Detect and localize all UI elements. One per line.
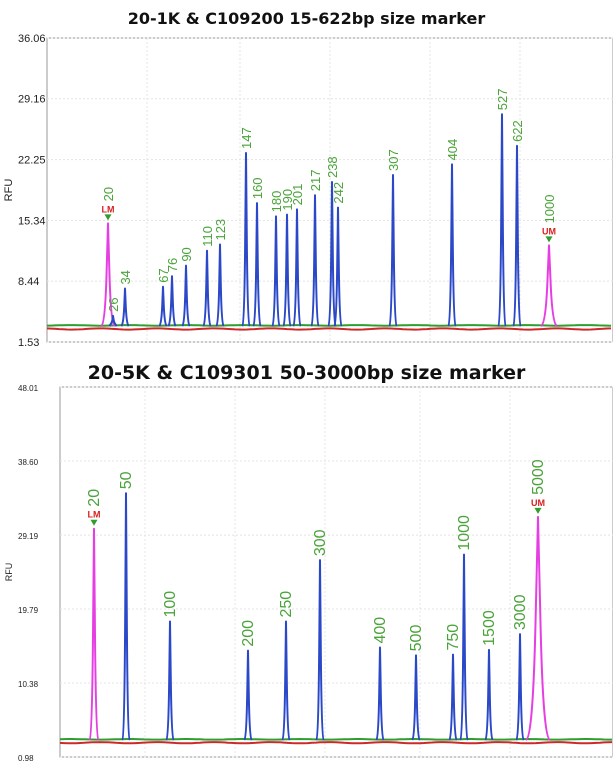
peak-label: 100 — [162, 591, 179, 618]
marker-label-LM: LM — [88, 510, 101, 520]
peak-label: 50 — [118, 471, 135, 489]
chart-panel-bottom: 48.01 38.60 29.19 19.79 10.38 0.98 RFU LM 20 50 10… — [4, 384, 613, 763]
y-tick-label: 8.44 — [18, 276, 39, 288]
peak-400 — [375, 646, 385, 741]
peak-label: 1500 — [481, 610, 498, 646]
y-tick-label: 10.38 — [18, 680, 39, 689]
y-tick-label: 1.53 — [18, 337, 39, 349]
peak-label: 160 — [250, 177, 265, 199]
chart-title-top: 20-1K & C109200 15-622bp size marker — [127, 9, 486, 28]
peak-label: 147 — [239, 127, 254, 149]
chart-title-bottom: 20-5K & C109301 50-3000bp size marker — [87, 362, 526, 384]
y-tick-label: 0.98 — [18, 754, 34, 763]
peak-160 — [252, 202, 262, 327]
peak-label: 180 — [269, 191, 284, 213]
peak-3000 — [515, 633, 525, 741]
peak-527 — [497, 113, 507, 327]
peak-1000 — [459, 553, 469, 741]
peak-500 — [411, 654, 421, 741]
marker-arrow — [90, 519, 98, 526]
peak-label: 76 — [165, 258, 180, 272]
peak-190 — [282, 213, 292, 327]
peak-label: 34 — [118, 270, 133, 284]
peak-20 — [88, 527, 100, 741]
peak-750 — [448, 653, 458, 741]
peak-307 — [388, 173, 398, 327]
peak-label: 404 — [445, 139, 460, 161]
peak-label: 5000 — [530, 459, 547, 495]
peak-90 — [181, 264, 191, 327]
peak-1500 — [484, 648, 494, 741]
peak-200 — [243, 649, 253, 741]
peak-180 — [271, 215, 281, 327]
peak-242 — [333, 206, 343, 327]
peak-label: 622 — [510, 120, 525, 142]
peak-100 — [165, 620, 175, 741]
peak-label: 500 — [408, 625, 425, 652]
y-tick-label: 38.60 — [18, 458, 39, 467]
baseline-red — [59, 741, 613, 745]
peak-26 — [108, 314, 118, 327]
peak-34 — [120, 287, 130, 327]
peak-300 — [315, 559, 325, 741]
peak-label: 307 — [386, 149, 401, 171]
y-axis-label: RFU — [3, 179, 15, 202]
peak-label: 201 — [290, 184, 305, 206]
baseline-green — [59, 737, 612, 741]
peak-217 — [310, 194, 320, 327]
chart-panel-top: 36.06 29.16 22.25 15.34 8.44 1.53 RFU LM 20 26 34 6… — [3, 33, 613, 349]
peak-label: 20 — [86, 489, 103, 507]
peak-label: 242 — [331, 182, 346, 204]
peak-label: 300 — [312, 529, 329, 556]
peak-label: 26 — [106, 297, 121, 311]
marker-label-LM: LM — [102, 204, 115, 214]
peak-50 — [121, 492, 131, 741]
peak-622 — [512, 144, 522, 327]
peak-5000 — [525, 515, 551, 741]
peak-label: 3000 — [512, 594, 529, 630]
peak-1000 — [540, 244, 558, 327]
marker-label-UM: UM — [531, 498, 545, 508]
peak-123 — [215, 243, 225, 327]
peak-label: 527 — [495, 89, 510, 111]
y-axis-label: RFU — [4, 563, 14, 582]
marker-arrow — [534, 507, 542, 514]
peak-label: 110 — [200, 226, 215, 247]
peak-label: 90 — [179, 247, 194, 261]
marker-arrow — [545, 236, 553, 243]
peak-label: 1000 — [542, 194, 557, 223]
peak-label: 238 — [325, 156, 340, 178]
peak-label: 200 — [240, 620, 257, 647]
peak-404 — [447, 163, 457, 327]
y-tick-label: 29.19 — [18, 532, 39, 541]
marker-arrow — [104, 214, 112, 221]
peak-147 — [241, 151, 251, 327]
marker-label-UM: UM — [542, 226, 556, 236]
peak-label: 750 — [445, 624, 462, 651]
peak-label: 190 — [280, 189, 295, 211]
y-tick-label: 36.06 — [18, 33, 46, 45]
y-tick-label: 19.79 — [18, 606, 39, 615]
peak-76 — [167, 275, 177, 327]
peak-110 — [202, 249, 212, 327]
peak-label: 67 — [156, 268, 171, 282]
peak-label: 400 — [372, 617, 389, 644]
peak-250 — [281, 620, 291, 741]
peak-238 — [327, 181, 337, 327]
y-tick-label: 29.16 — [18, 94, 46, 106]
peak-67 — [158, 285, 168, 327]
peak-label: 217 — [308, 170, 323, 192]
peak-label: 1000 — [456, 515, 473, 551]
baseline-red — [46, 327, 612, 331]
peak-201 — [292, 208, 302, 327]
y-tick-label: 48.01 — [18, 384, 39, 393]
plot-frame — [59, 386, 613, 758]
y-tick-label: 22.25 — [18, 155, 46, 167]
y-tick-label: 15.34 — [18, 215, 46, 227]
peak-label: 250 — [278, 591, 295, 618]
peak-label: 123 — [213, 219, 228, 241]
peak-label: 20 — [101, 187, 116, 201]
